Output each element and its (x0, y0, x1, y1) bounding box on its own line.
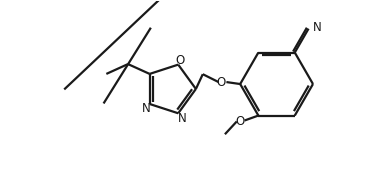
Text: O: O (235, 115, 244, 128)
Text: N: N (178, 112, 187, 125)
Text: O: O (176, 54, 185, 67)
Text: O: O (217, 76, 226, 89)
Text: N: N (142, 102, 151, 115)
Text: N: N (312, 21, 321, 34)
